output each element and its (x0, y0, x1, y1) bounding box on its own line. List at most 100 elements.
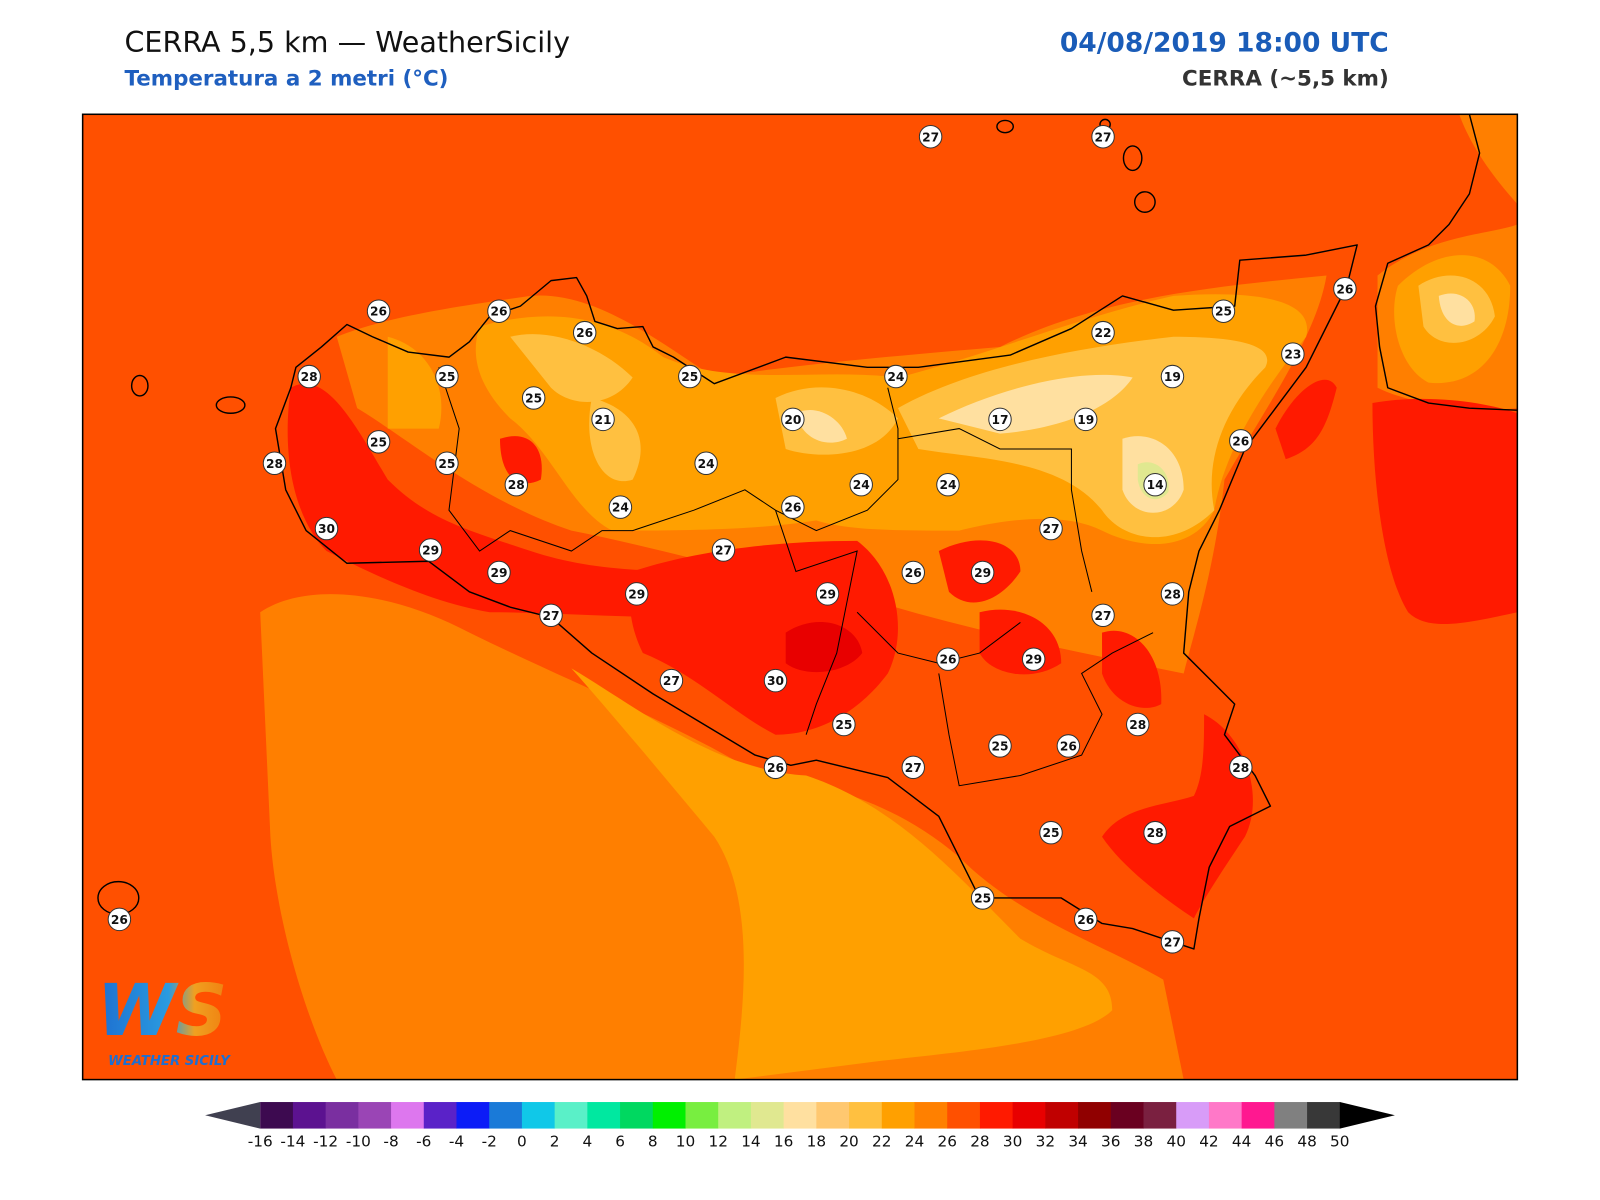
colorbar-segment (685, 1102, 719, 1129)
station-value: 25 (438, 457, 455, 471)
colorbar-segment (914, 1102, 948, 1129)
station-marker (504, 472, 529, 497)
station-value: 27 (1164, 935, 1181, 949)
colorbar-segment (1274, 1102, 1308, 1129)
station-marker (1091, 125, 1115, 149)
logo-mark: WS (97, 969, 227, 1052)
subtitle: Temperatura a 2 metri (°C) (124, 67, 448, 92)
station-marker (521, 386, 546, 410)
station-marker (884, 364, 908, 389)
station-marker (608, 495, 633, 519)
station-marker (1073, 407, 1098, 432)
station-marker (1091, 320, 1115, 345)
station-value: 30 (318, 522, 335, 536)
colorbar-tick-label: 10 (676, 1132, 695, 1150)
colorbar-segment (456, 1102, 490, 1129)
station-value: 24 (939, 478, 956, 492)
colorbar-segment (816, 1102, 850, 1129)
station-value: 25 (525, 391, 542, 405)
colorbar-tick-label: -12 (313, 1132, 338, 1150)
colorbar-segment (1045, 1102, 1079, 1129)
station-marker (1073, 907, 1098, 932)
station-marker (1039, 820, 1063, 845)
colorbar-segment (1143, 1102, 1177, 1129)
colorbar-tick-label: 50 (1330, 1132, 1349, 1150)
colorbar-segment (1078, 1102, 1112, 1129)
colorbar-tick-label: 0 (517, 1132, 527, 1150)
station-value: 28 (1164, 587, 1181, 601)
datetime: 04/08/2019 18:00 UTC (1060, 27, 1389, 58)
station-marker (107, 907, 132, 932)
station-marker (262, 451, 287, 475)
station-value: 28 (1129, 718, 1146, 732)
colorbar-segment (620, 1102, 654, 1129)
colorbar-tick-label: 26 (937, 1132, 956, 1150)
station-value: 24 (612, 501, 629, 515)
colorbar-over (1339, 1102, 1395, 1129)
station-value: 19 (1164, 370, 1181, 384)
station-value: 25 (974, 891, 991, 905)
colorbar-segment (979, 1102, 1014, 1129)
colorbar-tick-label: 14 (741, 1132, 760, 1150)
colorbar-segment (521, 1102, 556, 1129)
station-value: 29 (974, 566, 991, 580)
station-value: 24 (698, 457, 715, 471)
station-marker (1333, 277, 1357, 301)
station-marker (591, 407, 615, 432)
station-value: 28 (508, 478, 525, 492)
station-marker (572, 320, 597, 345)
station-value: 17 (991, 413, 1008, 427)
station-value: 27 (543, 609, 560, 623)
colorbar-segment (750, 1102, 785, 1129)
colorbar-tick-label: 4 (582, 1132, 592, 1150)
station-marker (1143, 472, 1167, 497)
station-marker (625, 582, 649, 606)
station-marker (711, 538, 736, 562)
station-marker (936, 472, 960, 497)
station-value: 24 (853, 478, 870, 492)
station-marker (970, 560, 995, 585)
colorbar-tick-label: 30 (1003, 1132, 1022, 1150)
station-value: 26 (767, 761, 784, 775)
colorbar-segment (1012, 1102, 1046, 1129)
colorbar-tick-label: -2 (482, 1132, 497, 1150)
station-value: 26 (939, 653, 956, 667)
colorbar-segment (423, 1102, 458, 1129)
model: CERRA (~5,5 km) (1182, 67, 1389, 92)
station-marker (763, 668, 788, 693)
station-marker (539, 603, 563, 628)
colorbar-segment (1307, 1102, 1341, 1129)
station-marker (1143, 820, 1167, 845)
colorbar-tick-label: -14 (280, 1132, 305, 1150)
colorbar-under (205, 1102, 261, 1129)
colorbar-tick-label: -10 (346, 1132, 371, 1150)
station-marker (1056, 734, 1081, 758)
station-value: 26 (111, 913, 128, 927)
colorbar-tick-label: 6 (615, 1132, 625, 1150)
station-marker (366, 430, 391, 454)
colorbar-tick-label: 36 (1101, 1132, 1120, 1150)
colorbar-tick-label: 42 (1199, 1132, 1218, 1150)
station-marker (901, 755, 925, 780)
station-value: 28 (266, 457, 283, 471)
colorbar-tick-label: 38 (1134, 1132, 1153, 1150)
colorbar: -16 -14 -12 -10 -8 -6 -4 -2 0 2 4 6 8 10 12 14 16 18 20 22 2… (205, 1102, 1395, 1150)
colorbar-segment (1241, 1102, 1275, 1129)
colorbar-tick-label: 2 (550, 1132, 560, 1150)
station-marker (1021, 647, 1046, 671)
station-value: 26 (370, 305, 387, 319)
station-marker (849, 472, 873, 497)
colorbar-tick-label: -8 (383, 1132, 398, 1150)
station-value: 25 (1215, 305, 1232, 319)
station-value: 25 (370, 435, 387, 449)
station-value: 28 (1147, 826, 1164, 840)
colorbar-tick-label: -4 (449, 1132, 464, 1150)
colorbar-segment (849, 1102, 883, 1129)
colorbar-segment (358, 1102, 392, 1129)
station-value: 30 (767, 674, 784, 688)
colorbar-tick-label: 22 (872, 1132, 891, 1150)
station-value: 29 (1025, 653, 1042, 667)
colorbar-segment (1176, 1102, 1210, 1129)
station-value: 28 (301, 370, 318, 384)
colorbar-segment (881, 1102, 916, 1129)
